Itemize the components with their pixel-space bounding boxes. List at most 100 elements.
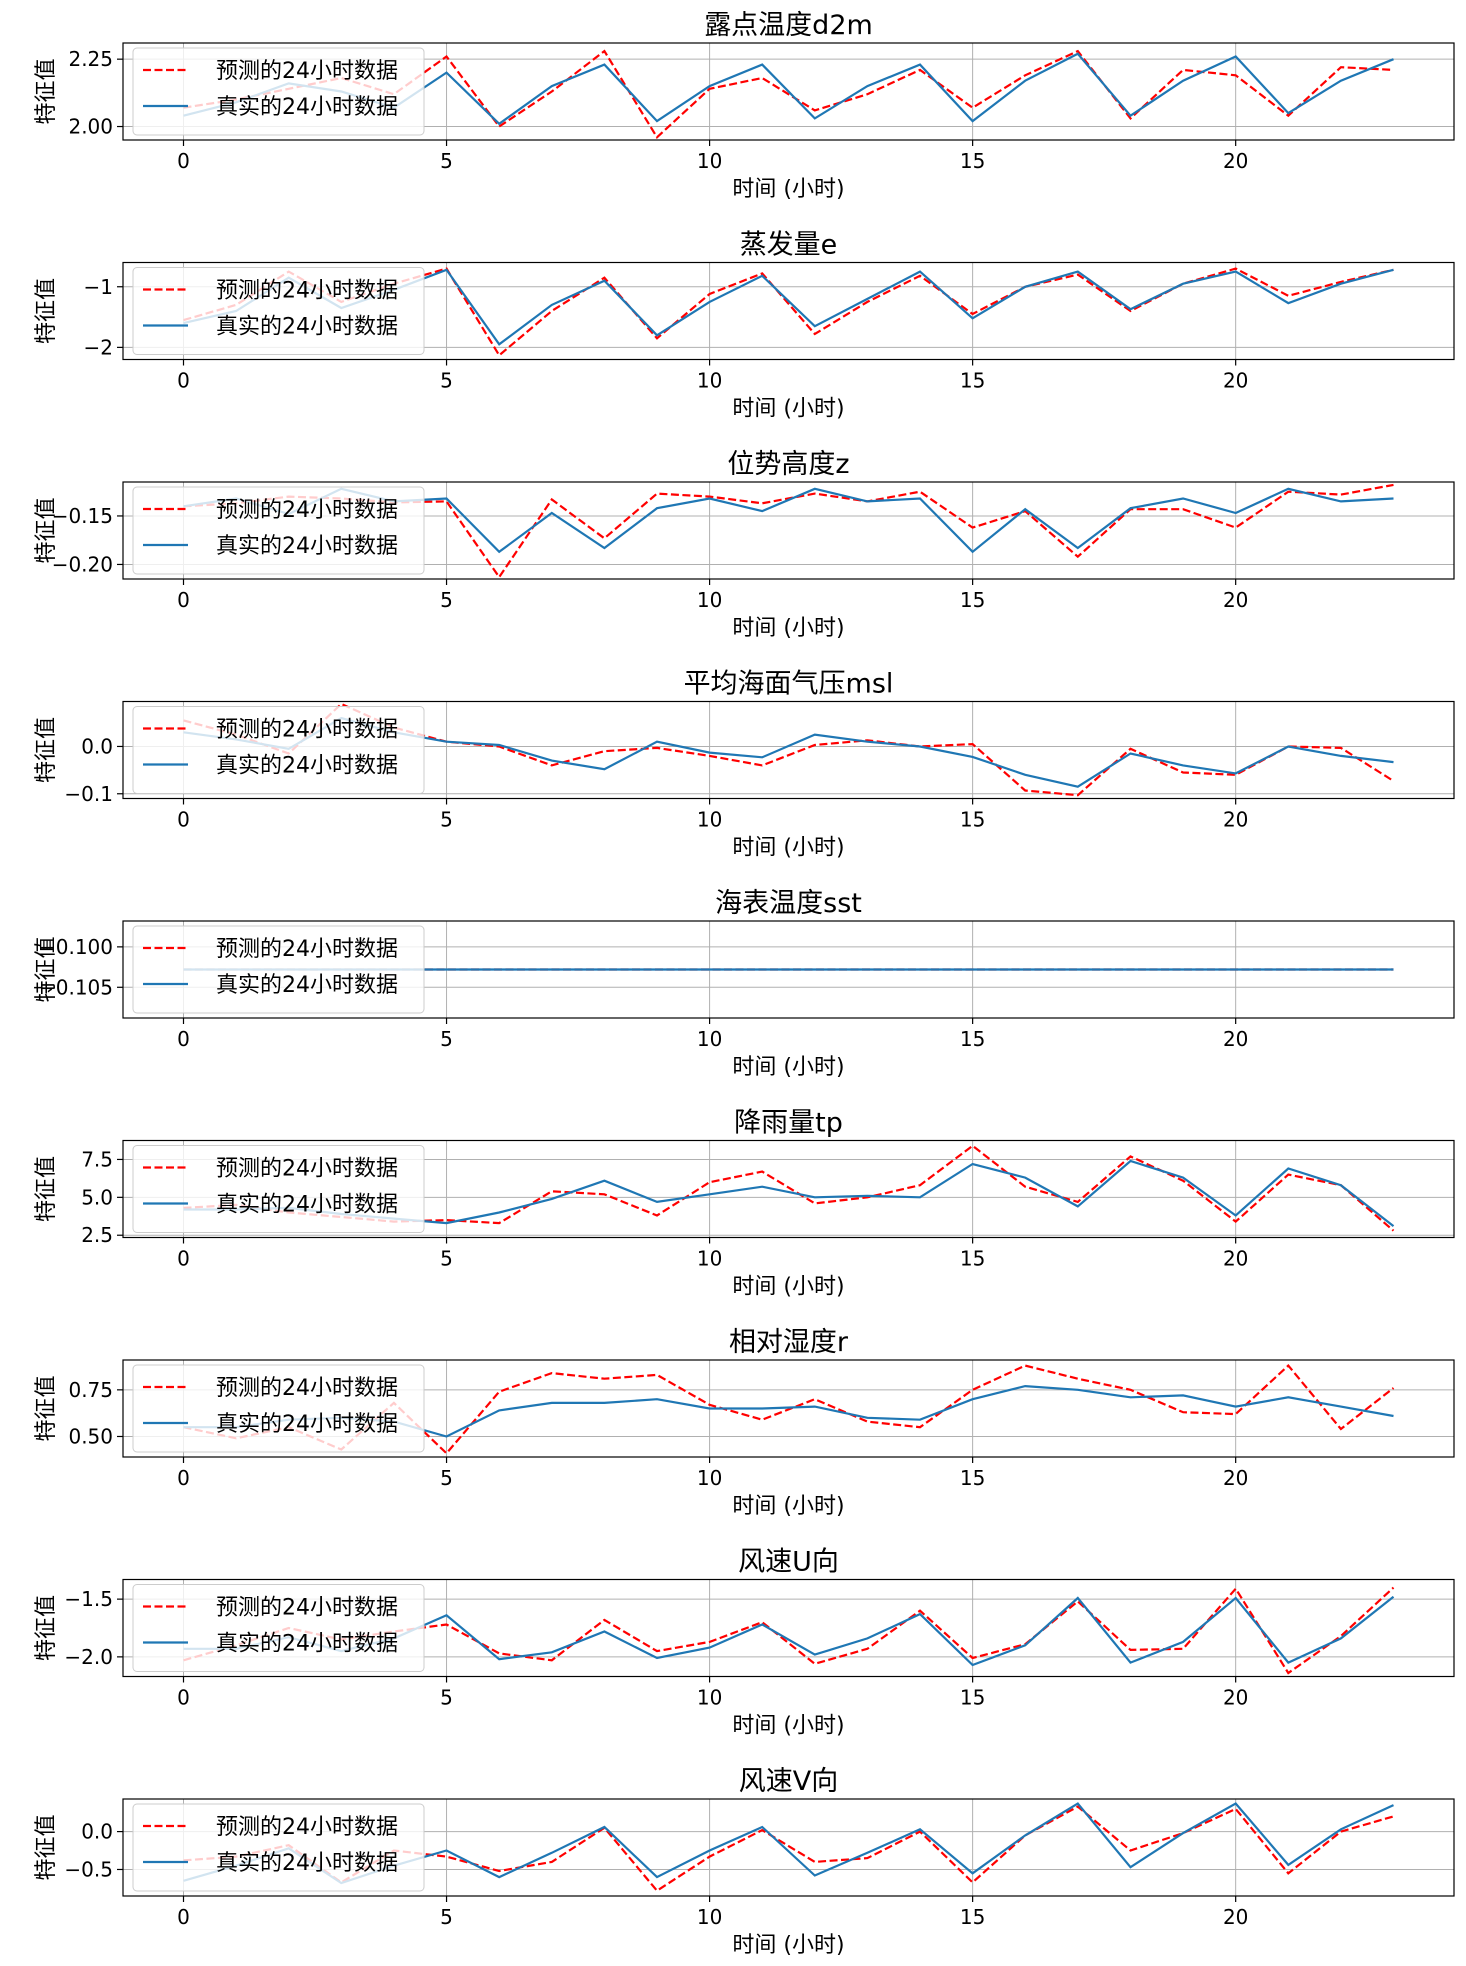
subplot-3: 位势高度z 0 5 10 15 20 −0.20 −0.15 时间 (小时) 特征值 预测的24小时… <box>34 449 1455 641</box>
y-tick-label: 2.25 <box>68 47 113 71</box>
subplot-title: 平均海面气压msl <box>684 669 894 700</box>
plot-frame <box>122 1578 1455 1678</box>
legend-actual-label: 真实的24小时数据 <box>216 754 398 779</box>
legend-predicted-label: 预测的24小时数据 <box>216 1815 398 1840</box>
x-axis-label: 时间 (小时) <box>732 1933 844 1958</box>
plot-frame <box>122 920 1455 1019</box>
legend-predicted-label: 预测的24小时数据 <box>216 718 398 743</box>
y-tick-label: −2 <box>84 335 113 359</box>
legend-predicted-label: 预测的24小时数据 <box>216 1157 398 1182</box>
legend-actual-label: 真实的24小时数据 <box>216 1193 398 1218</box>
x-tick-label: 5 <box>440 1466 453 1490</box>
plot-frame <box>122 1798 1455 1897</box>
x-axis-label: 时间 (小时) <box>732 836 844 861</box>
subplot-5: 海表温度sst 0 5 10 15 20 −0.105 −0.100 时间 (小时) 特征值 预测的… <box>34 888 1455 1080</box>
subplot-4: 平均海面气压msl 0 5 10 15 20 −0.1 0.0 时间 (小时) 特征值 预测的24小… <box>34 669 1455 861</box>
x-axis-label: 时间 (小时) <box>732 1055 844 1080</box>
y-axis-label: 特征值 <box>34 717 59 783</box>
x-tick-label: 10 <box>697 588 722 612</box>
subplot-title: 位势高度z <box>727 449 849 480</box>
y-tick-label: 2.5 <box>81 1223 113 1247</box>
x-tick-label: 0 <box>177 1247 190 1271</box>
x-tick-label: 15 <box>960 1905 985 1929</box>
x-tick-label: 0 <box>177 1905 190 1929</box>
y-axis-label: 特征值 <box>34 497 59 563</box>
legend-box <box>132 925 425 1014</box>
x-tick-label: 15 <box>960 1027 985 1051</box>
subplot-title: 蒸发量e <box>740 230 838 261</box>
x-tick-label: 20 <box>1223 1686 1248 1710</box>
y-tick-label: −0.1 <box>64 782 113 806</box>
x-tick-label: 20 <box>1223 588 1248 612</box>
x-tick-label: 10 <box>697 1905 722 1929</box>
x-tick-label: 5 <box>440 1686 453 1710</box>
y-tick-label: 0.75 <box>68 1378 113 1402</box>
plot-frame <box>122 700 1455 800</box>
plot-frame <box>122 1139 1455 1239</box>
subplot-9: 风速V向 0 5 10 15 20 −0.5 0.0 时间 (小时) 特征值 预测的24小时数据真实… <box>34 1766 1455 1958</box>
y-tick-label: −0.100 <box>39 935 113 959</box>
y-tick-label: −1 <box>84 275 113 299</box>
x-tick-label: 20 <box>1223 149 1248 173</box>
y-tick-label: 0.0 <box>81 734 113 758</box>
legend-actual-label: 真实的24小时数据 <box>216 315 398 340</box>
x-axis-label: 时间 (小时) <box>732 177 844 202</box>
x-tick-label: 10 <box>697 1247 722 1271</box>
legend-box <box>132 1803 425 1892</box>
x-tick-label: 5 <box>440 1905 453 1929</box>
plot-frame <box>122 1359 1455 1458</box>
subplot-title: 相对湿度r <box>729 1327 849 1358</box>
y-tick-label: 5.0 <box>81 1185 113 1209</box>
x-axis-label: 时间 (小时) <box>732 1494 844 1519</box>
x-tick-label: 10 <box>697 369 722 393</box>
legend-predicted-label: 预测的24小时数据 <box>216 59 398 84</box>
x-tick-label: 5 <box>440 149 453 173</box>
y-tick-label: −0.15 <box>52 504 113 528</box>
x-tick-label: 20 <box>1223 369 1248 393</box>
legend-box <box>132 1145 425 1233</box>
x-tick-label: 15 <box>960 808 985 832</box>
legend-predicted-label: 预测的24小时数据 <box>216 937 398 962</box>
x-tick-label: 0 <box>177 149 190 173</box>
y-tick-label: 2.00 <box>68 115 113 139</box>
x-tick-label: 20 <box>1223 1247 1248 1271</box>
x-tick-label: 15 <box>960 1466 985 1490</box>
x-tick-label: 0 <box>177 1466 190 1490</box>
y-tick-label: −2.0 <box>64 1645 113 1669</box>
y-tick-label: −0.5 <box>64 1857 113 1881</box>
legend-actual-label: 真实的24小时数据 <box>216 1632 398 1657</box>
x-tick-label: 10 <box>697 1466 722 1490</box>
x-tick-label: 15 <box>960 1247 985 1271</box>
x-tick-label: 0 <box>177 1027 190 1051</box>
legend-box <box>132 1584 425 1672</box>
x-axis-label: 时间 (小时) <box>732 1275 844 1300</box>
x-tick-label: 20 <box>1223 808 1248 832</box>
x-axis-label: 时间 (小时) <box>732 616 844 641</box>
x-tick-label: 5 <box>440 588 453 612</box>
legend-predicted-label: 预测的24小时数据 <box>216 498 398 523</box>
x-tick-label: 0 <box>177 369 190 393</box>
y-axis-label: 特征值 <box>34 1375 59 1441</box>
x-tick-label: 0 <box>177 588 190 612</box>
y-tick-label: −1.5 <box>64 1587 113 1611</box>
plot-frame <box>122 481 1455 580</box>
x-tick-label: 15 <box>960 369 985 393</box>
plot-frame <box>122 261 1455 361</box>
y-tick-label: 0.0 <box>81 1820 113 1844</box>
y-tick-label: −0.105 <box>39 975 113 999</box>
x-tick-label: 15 <box>960 1686 985 1710</box>
y-tick-label: 7.5 <box>81 1147 113 1171</box>
subplot-title: 风速U向 <box>738 1547 839 1578</box>
legend-predicted-label: 预测的24小时数据 <box>216 1596 398 1621</box>
subplot-8: 风速U向 0 5 10 15 20 −2.0 −1.5 时间 (小时) 特征值 预测的24小时数据真… <box>34 1547 1455 1739</box>
subplot-title: 风速V向 <box>739 1766 838 1797</box>
x-tick-label: 20 <box>1223 1027 1248 1051</box>
